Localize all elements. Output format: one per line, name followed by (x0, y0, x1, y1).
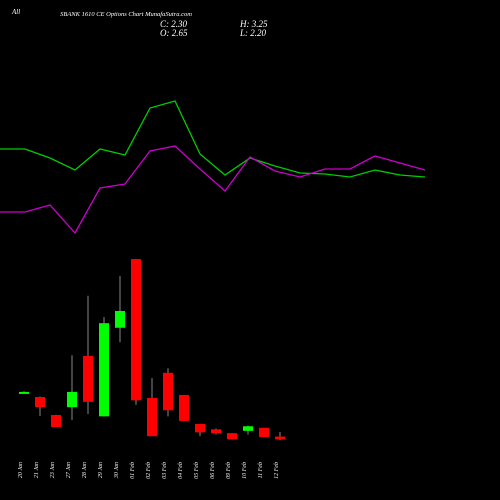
candle-body (275, 436, 285, 440)
stat-open: O: 2.65 (160, 28, 188, 38)
x-tick-label: 11 Feb (258, 462, 264, 478)
candle-body (35, 397, 45, 408)
x-tick-label: 04 Feb (177, 462, 184, 479)
x-tick-label: 23 Jan (50, 462, 56, 478)
x-tick-label: 02 Feb (146, 462, 152, 479)
indicator-line (0, 145, 426, 235)
x-tick-label: 30 Jan (114, 462, 120, 479)
candle-body (211, 429, 221, 434)
candle-body (19, 391, 29, 394)
candle-body (259, 427, 269, 437)
x-tick-label: 01 Feb (130, 462, 136, 479)
candle-body (163, 372, 173, 411)
x-tick-label: 09 Feb (226, 462, 232, 479)
x-tick-label: 03 Feb (162, 462, 168, 479)
candle-body (147, 398, 157, 437)
candle-body (83, 356, 93, 402)
candle-body (179, 394, 189, 421)
candle-body (67, 391, 77, 408)
candle-body (195, 423, 205, 433)
candle-body (115, 310, 125, 328)
candle-body (131, 259, 141, 401)
x-tick-label: 20 Jan (18, 462, 24, 478)
stat-high: H: 3.25 (239, 19, 268, 29)
stat-low: L: 2.20 (239, 28, 267, 38)
candle-body (51, 415, 61, 428)
indicator-line (0, 100, 426, 178)
x-tick-label: 06 Feb (210, 462, 216, 479)
chart-title: SBANK 1610 CE Options Chart MunafaSutra.… (60, 11, 192, 18)
candle-body (99, 323, 109, 417)
stat-close: C: 2.30 (160, 19, 188, 29)
x-tick-label: 10 Feb (242, 462, 248, 479)
candle-body (243, 426, 253, 431)
candle-body (227, 433, 237, 440)
x-tick-label: 05 Feb (194, 462, 200, 479)
x-tick-label: 28 Jan (82, 462, 88, 478)
symbol: All (11, 8, 20, 16)
x-tick-label: 21 Jan (34, 462, 40, 478)
x-tick-label: 27 Jan (66, 462, 72, 478)
x-tick-label: 12 Feb (274, 462, 280, 479)
x-tick-label: 29 Jan (98, 462, 104, 478)
